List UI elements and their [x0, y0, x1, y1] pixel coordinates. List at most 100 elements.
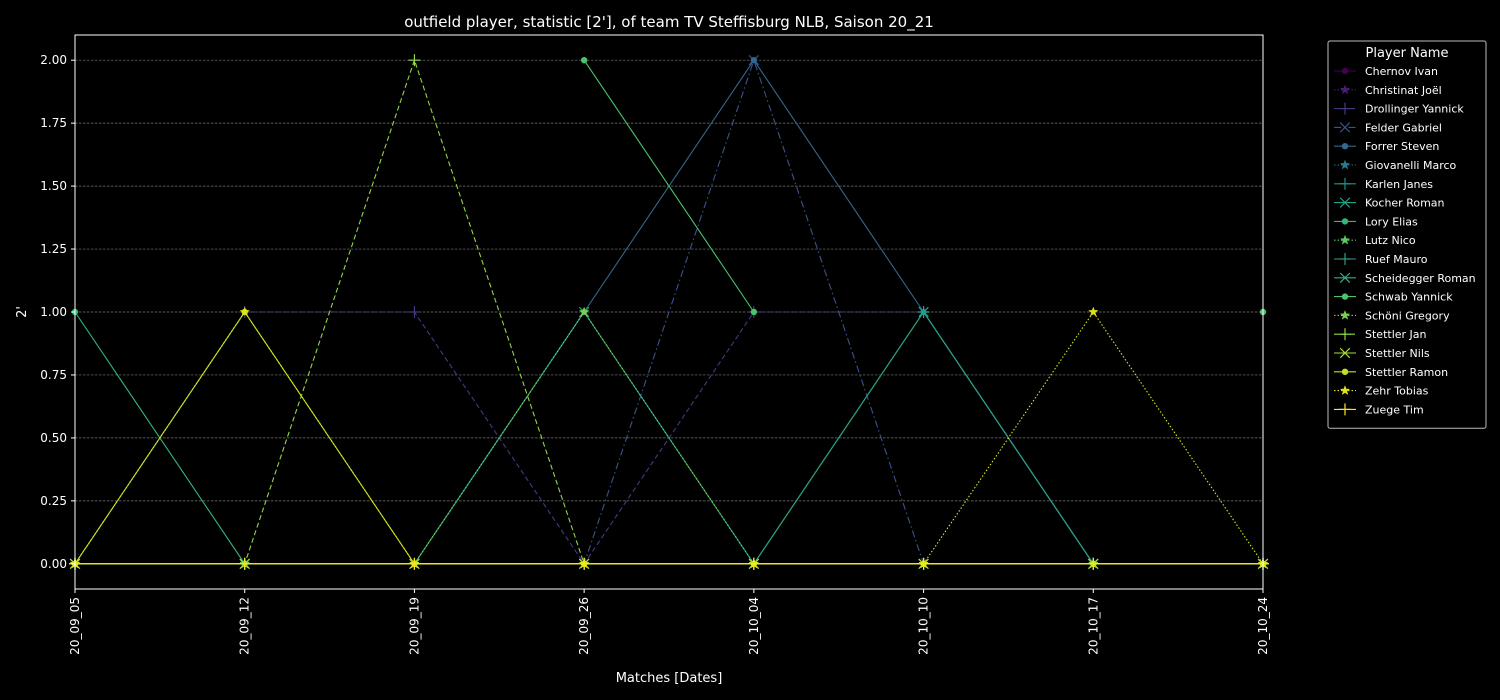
data-point: [408, 54, 421, 67]
data-point: [1087, 557, 1100, 570]
legend-label: Kocher Roman: [1365, 197, 1445, 210]
data-point: [917, 557, 930, 570]
legend-item: Schöni Gregory: [1334, 309, 1450, 322]
legend-marker: [1339, 385, 1351, 396]
legend-item: Stettler Ramon: [1334, 366, 1448, 379]
y-tick-label: 0.25: [40, 494, 67, 508]
legend-item: Zehr Tobias: [1334, 385, 1429, 398]
legend-marker: [1339, 272, 1351, 284]
data-point: [578, 306, 590, 317]
legend-item: Stettler Nils: [1334, 347, 1430, 360]
legend-marker: [1339, 234, 1351, 245]
legend-label: Lory Elias: [1365, 215, 1418, 228]
legend-label: Schwab Yannick: [1365, 291, 1453, 304]
legend-label: Stettler Ramon: [1365, 366, 1448, 379]
y-tick-label: 0.75: [40, 368, 67, 382]
legend-frame: [1327, 40, 1487, 429]
data-point: [408, 306, 421, 318]
data-point: [1088, 306, 1099, 317]
x-tick-label: 20_09_12: [238, 597, 252, 655]
legend-marker: [1339, 122, 1351, 133]
x-tick-label: 20_09_26: [577, 597, 591, 655]
legend-marker: [1341, 368, 1349, 375]
legend-marker: [1341, 67, 1349, 75]
data-point: [578, 557, 591, 570]
legend-item: Ruef Mauro: [1334, 253, 1428, 266]
legend-marker: [1341, 143, 1349, 150]
data-point: [239, 306, 250, 317]
x-tick-label: 20_10_24: [1256, 597, 1270, 655]
x-tick-label: 20_10_10: [917, 597, 931, 655]
legend-label: Felder Gabriel: [1365, 121, 1442, 134]
data-point: [750, 56, 758, 64]
legend-marker: [1339, 197, 1351, 208]
legend-item: Lory Elias: [1334, 215, 1418, 228]
x-tick-label: 20_09_19: [407, 597, 421, 655]
legend-label: Ruef Mauro: [1365, 253, 1428, 266]
y-tick-label: 1.25: [40, 242, 67, 256]
legend-marker: [1341, 293, 1349, 300]
legend-marker: [1339, 403, 1351, 416]
series-layer: [69, 54, 1269, 570]
legend-label: Giovanelli Marco: [1365, 159, 1457, 172]
y-tick-label: 1.00: [40, 305, 67, 319]
legend-item: Drollinger Yannick: [1334, 102, 1464, 116]
legend-marker: [1339, 102, 1351, 115]
x-axis-title: Matches [Dates]: [616, 671, 723, 686]
axis-layer: 0.00 0.25 0.50 0.75 1.00 1.25 1.50 1.75 2.00 20_0…: [40, 34, 1270, 655]
legend-item: Karlen Janes: [1334, 177, 1433, 191]
legend-marker: [1339, 84, 1351, 95]
data-point: [580, 56, 588, 64]
legend-item: Scheidegger Roman: [1334, 272, 1476, 285]
legend-item: Lutz Nico: [1334, 234, 1416, 247]
legend-item: Christinat Joël: [1334, 84, 1442, 97]
x-tick-label: 20_10_17: [1086, 597, 1100, 655]
legend-marker: [1341, 218, 1349, 225]
x-tick-label: 20_10_04: [747, 597, 761, 655]
legend-label: Stettler Jan: [1365, 328, 1427, 341]
data-point: [750, 308, 758, 316]
legend-marker: [1339, 253, 1351, 265]
legend-item: Zuege Tim: [1334, 403, 1424, 416]
legend-item: Stettler Jan: [1334, 328, 1427, 341]
series-line: [583, 59, 755, 313]
legend-marker: [1339, 309, 1351, 320]
legend: Player Name Chernov Ivan Christinat Joël Dr…: [1327, 40, 1487, 429]
data-point: [917, 306, 930, 318]
legend-label: Forrer Steven: [1365, 140, 1439, 153]
x-tick-label: 20_09_05: [68, 597, 82, 655]
data-point: [408, 557, 421, 570]
series-sch-ni-gregory: [69, 306, 1269, 569]
y-tick-label: 1.50: [40, 179, 67, 193]
y-tick-label: 0.50: [40, 431, 67, 445]
legend-marker: [1339, 347, 1351, 359]
chart-title: outfield player, statistic [2'], of team…: [404, 13, 934, 32]
legend-label: Drollinger Yannick: [1365, 103, 1464, 116]
legend-marker: [1339, 159, 1351, 170]
legend-item: Forrer Steven: [1334, 140, 1439, 153]
legend-title: Player Name: [1366, 46, 1449, 61]
legend-label: Zuege Tim: [1365, 403, 1424, 416]
y-tick-label: 2.00: [40, 53, 67, 67]
legend-marker: [1339, 328, 1351, 341]
legend-label: Karlen Janes: [1365, 178, 1433, 191]
legend-label: Stettler Nils: [1365, 347, 1430, 360]
legend-label: Schöni Gregory: [1365, 309, 1450, 322]
legend-label: Zehr Tobias: [1365, 385, 1429, 398]
legend-item: Giovanelli Marco: [1334, 159, 1457, 172]
y-axis-title: 2': [15, 306, 30, 318]
legend-label: Christinat Joël: [1365, 84, 1442, 97]
legend-label: Scheidegger Roman: [1365, 272, 1476, 285]
plot-frame: [74, 34, 1264, 590]
y-tick-label: 0.00: [40, 557, 67, 571]
legend-item: Chernov Ivan: [1334, 65, 1438, 78]
legend-marker: [1339, 177, 1351, 190]
legend-label: Chernov Ivan: [1365, 65, 1438, 78]
data-point: [747, 557, 760, 570]
legend-item: Kocher Roman: [1334, 197, 1445, 210]
legend-label: Lutz Nico: [1365, 234, 1416, 247]
y-tick-label: 1.75: [40, 116, 67, 130]
legend-item: Schwab Yannick: [1334, 291, 1453, 304]
